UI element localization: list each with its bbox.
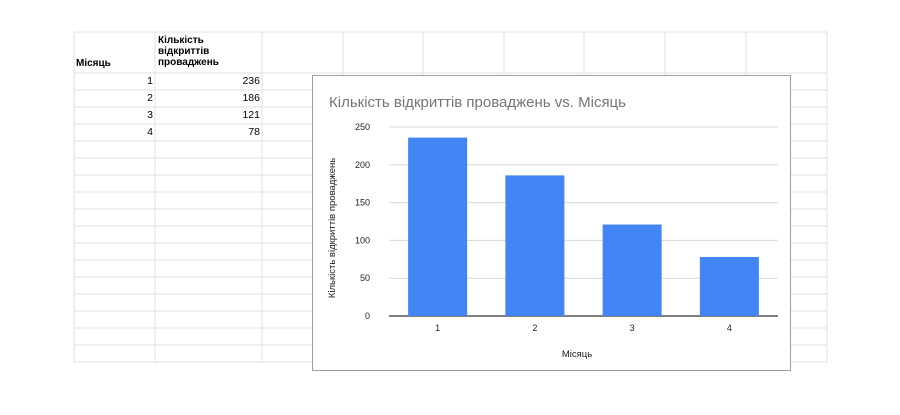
x-tick-label: 1 — [435, 323, 440, 333]
y-tick-label: 50 — [360, 273, 370, 283]
cell-month-1[interactable]: 1 — [147, 75, 153, 87]
cell-count-2[interactable]: 186 — [242, 92, 260, 104]
x-tick-label: 2 — [532, 323, 537, 333]
chart-ticks: 0 50 100 150 200 250 1 2 3 4 — [355, 122, 732, 333]
y-axis-label: Кількість відкриттів проваджень — [327, 158, 338, 298]
embedded-chart[interactable]: Кількість відкриттів проваджень vs. Міся… — [312, 75, 791, 371]
x-tick-label: 3 — [630, 323, 635, 333]
x-tick-label: 4 — [727, 323, 732, 333]
bar-4[interactable] — [699, 257, 759, 316]
chart-title: Кількість відкриттів проваджень vs. Міся… — [329, 94, 626, 111]
header-month[interactable]: Місяць — [76, 58, 111, 69]
cell-count-4[interactable]: 78 — [248, 126, 260, 138]
header-count[interactable]: Кількість відкриттів проваджень — [158, 35, 219, 68]
y-tick-label: 200 — [355, 160, 370, 170]
y-tick-label: 0 — [365, 311, 370, 321]
x-axis-label: Місяць — [562, 349, 592, 360]
y-tick-label: 250 — [355, 122, 370, 132]
cell-month-2[interactable]: 2 — [147, 92, 153, 104]
cell-count-1[interactable]: 236 — [242, 75, 260, 87]
cell-count-3[interactable]: 121 — [242, 109, 260, 121]
bar-chart-svg: Кількість відкриттів проваджень vs. Міся… — [327, 94, 778, 360]
y-tick-label: 150 — [355, 198, 370, 208]
cell-month-3[interactable]: 3 — [147, 109, 153, 121]
chart-bars — [408, 137, 759, 316]
bar-1[interactable] — [408, 137, 468, 316]
bar-3[interactable] — [602, 224, 662, 316]
y-tick-label: 100 — [355, 235, 370, 245]
cell-month-4[interactable]: 4 — [147, 126, 153, 138]
bar-2[interactable] — [505, 175, 565, 316]
